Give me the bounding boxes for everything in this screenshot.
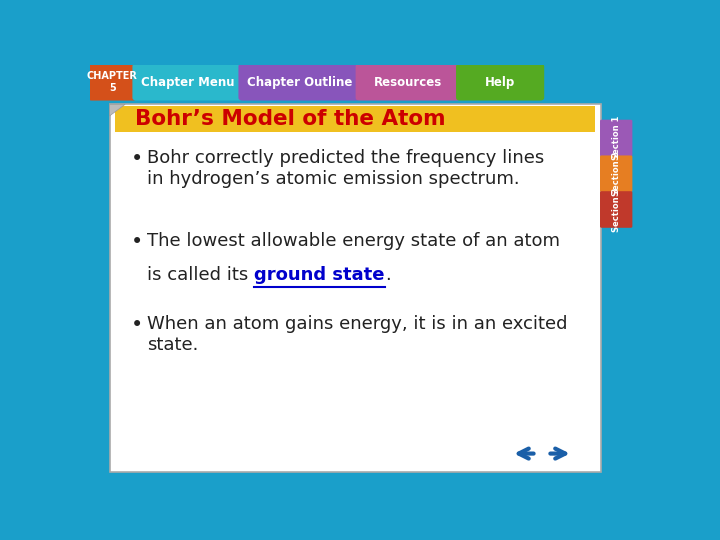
- Text: Section 2: Section 2: [612, 152, 621, 196]
- FancyBboxPatch shape: [115, 106, 595, 132]
- Text: Chapter Menu: Chapter Menu: [141, 76, 235, 89]
- Text: .: .: [385, 266, 391, 284]
- FancyBboxPatch shape: [90, 65, 648, 100]
- Text: •: •: [131, 149, 143, 169]
- Text: Bohr correctly predicted the frequency lines
in hydrogen’s atomic emission spect: Bohr correctly predicted the frequency l…: [148, 149, 545, 187]
- Text: Bohr’s Model of the Atom: Bohr’s Model of the Atom: [135, 109, 445, 129]
- FancyBboxPatch shape: [600, 191, 632, 228]
- Text: The lowest allowable energy state of an atom: The lowest allowable energy state of an …: [148, 232, 560, 250]
- Text: Section 1: Section 1: [612, 116, 621, 160]
- Text: is called its: is called its: [148, 266, 254, 284]
- Text: •: •: [131, 232, 143, 252]
- Text: When an atom gains energy, it is in an excited
state.: When an atom gains energy, it is in an e…: [148, 315, 568, 354]
- Text: Chapter Outline: Chapter Outline: [246, 76, 352, 89]
- FancyBboxPatch shape: [238, 64, 360, 100]
- FancyBboxPatch shape: [456, 64, 544, 100]
- FancyBboxPatch shape: [132, 64, 243, 100]
- FancyBboxPatch shape: [88, 64, 137, 100]
- FancyBboxPatch shape: [600, 156, 632, 192]
- Text: •: •: [131, 315, 143, 335]
- Text: ground state: ground state: [254, 266, 385, 284]
- FancyBboxPatch shape: [356, 64, 461, 100]
- FancyBboxPatch shape: [109, 104, 600, 472]
- Text: Help: Help: [485, 76, 516, 89]
- Text: Resources: Resources: [374, 76, 442, 89]
- Text: Section 3: Section 3: [612, 187, 621, 232]
- Text: CHAPTER
5: CHAPTER 5: [87, 71, 138, 93]
- FancyBboxPatch shape: [600, 120, 632, 156]
- Polygon shape: [109, 104, 125, 116]
